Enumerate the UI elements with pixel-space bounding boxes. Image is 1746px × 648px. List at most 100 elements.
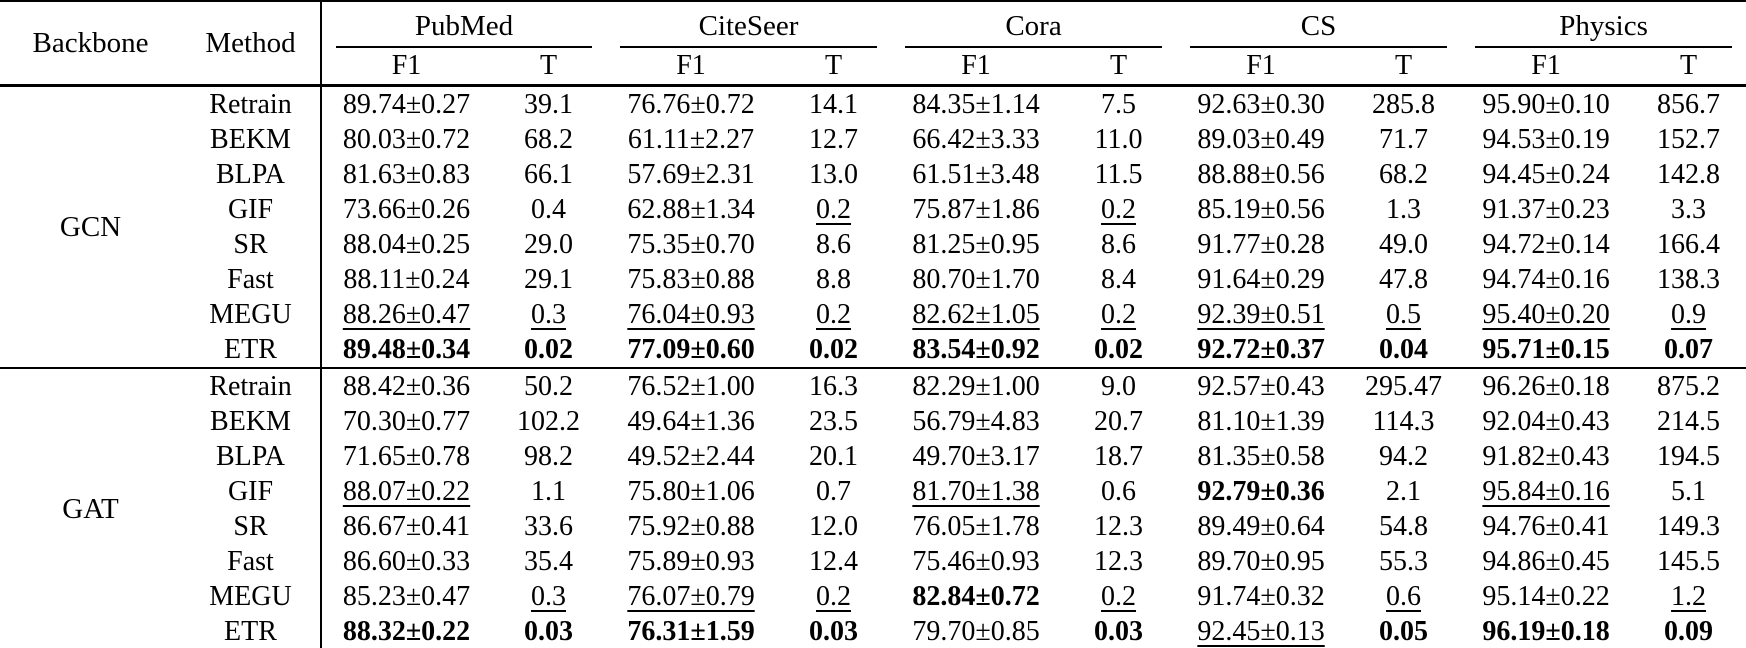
value-cell: 0.3 bbox=[531, 580, 566, 612]
group-label: Cora bbox=[1005, 10, 1062, 42]
value-cell: 295.47 bbox=[1346, 367, 1462, 404]
value-cell: 62.88±1.34 bbox=[627, 193, 755, 225]
value-cell: 94.2 bbox=[1379, 440, 1429, 472]
table-row: MEGU 85.23±0.47 0.3 76.07±0.79 0.2 82.84±0.72… bbox=[0, 579, 1746, 614]
value-cell: 33.6 bbox=[524, 510, 573, 542]
table-row: GAT Retrain 88.42±0.36 50.2 76.52±1.00 16.3 82… bbox=[0, 367, 1746, 648]
value-cell: 81.63±0.83 bbox=[342, 158, 471, 190]
value-cell: 61.11±2.27 bbox=[627, 123, 755, 155]
value-cell: 92.63±0.30 bbox=[1197, 88, 1325, 120]
cmidrule bbox=[905, 46, 1163, 48]
value-cell: 89.49±0.64 bbox=[1197, 510, 1325, 542]
value-cell: 1.2 bbox=[1671, 580, 1707, 612]
value-cell: 8.6 bbox=[1101, 228, 1137, 260]
header-row-datasets: Backbone Method PubMed CiteSeer Cora CS … bbox=[0, 1, 1746, 87]
table-row: SR 88.04±0.25 29.0 75.35±0.70 8.6 81.25±0.95 8… bbox=[0, 227, 1746, 262]
col-header-f1: F1 bbox=[321, 48, 491, 87]
value-cell: 88.32±0.22 bbox=[342, 615, 471, 647]
value-cell: 75.80±1.06 bbox=[627, 475, 755, 507]
method-cell: ETR bbox=[181, 614, 322, 648]
value-cell: 75.35±0.70 bbox=[627, 228, 755, 260]
col-header-t: T bbox=[1061, 48, 1177, 87]
value-cell: 84.35±1.14 bbox=[912, 88, 1040, 120]
value-cell: 49.70±3.17 bbox=[912, 440, 1040, 472]
value-cell: 76.05±1.78 bbox=[912, 510, 1040, 542]
value-cell: 76.04±0.93 bbox=[627, 298, 755, 330]
group-header-pubmed: PubMed bbox=[321, 1, 606, 48]
value-cell: 86.67±0.41 bbox=[342, 510, 471, 542]
value-cell: 23.5 bbox=[809, 405, 859, 437]
col-header-method: Method bbox=[181, 1, 322, 87]
value-cell: 61.51±3.48 bbox=[912, 158, 1040, 190]
value-cell: 856.7 bbox=[1657, 88, 1721, 120]
value-cell: 75.87±1.86 bbox=[912, 193, 1040, 225]
value-cell: 86.60±0.33 bbox=[342, 545, 471, 577]
value-cell: 8.6 bbox=[816, 228, 852, 260]
value-cell: 80.03±0.72 bbox=[342, 123, 471, 155]
value-cell: 94.74±0.16 bbox=[1482, 263, 1610, 295]
value-cell: 55.3 bbox=[1379, 545, 1429, 577]
group-label: Physics bbox=[1559, 10, 1648, 42]
value-cell: 0.7 bbox=[816, 475, 852, 507]
cmidrule bbox=[620, 46, 878, 48]
method-cell: GIF bbox=[181, 192, 322, 227]
value-cell: 91.64±0.29 bbox=[1197, 263, 1325, 295]
group-header-citeseer: CiteSeer bbox=[606, 1, 891, 48]
value-cell: 96.26±0.18 bbox=[1461, 367, 1632, 404]
value-cell: 94.53±0.19 bbox=[1482, 123, 1610, 155]
table-row: GIF 73.66±0.26 0.4 62.88±1.34 0.2 75.87±1.86 0… bbox=[0, 192, 1746, 227]
value-cell: 0.6 bbox=[1101, 475, 1137, 507]
col-header-backbone: Backbone bbox=[0, 1, 181, 87]
results-table-body: GCN Retrain 89.74±0.27 39.1 76.76±0.72 14.1 84… bbox=[0, 85, 1746, 648]
value-cell: 11.0 bbox=[1094, 123, 1143, 155]
value-cell: 49.52±2.44 bbox=[627, 440, 755, 472]
value-cell: 0.03 bbox=[809, 615, 859, 647]
value-cell: 0.02 bbox=[524, 333, 573, 365]
value-cell: 1.1 bbox=[531, 475, 566, 507]
group-header-cs: CS bbox=[1176, 1, 1461, 48]
group-header-physics: Physics bbox=[1461, 1, 1746, 48]
method-cell: BLPA bbox=[181, 157, 322, 192]
value-cell: 92.72±0.37 bbox=[1197, 333, 1325, 365]
value-cell: 0.02 bbox=[809, 333, 859, 365]
value-cell: 85.19±0.56 bbox=[1197, 193, 1325, 225]
table-row: GIF 88.07±0.22 1.1 75.80±1.06 0.7 81.70±1.38 0… bbox=[0, 474, 1746, 509]
group-label: PubMed bbox=[414, 10, 514, 42]
method-cell: ETR bbox=[181, 332, 322, 368]
method-cell: GIF bbox=[181, 474, 322, 509]
value-cell: 3.3 bbox=[1671, 193, 1707, 225]
value-cell: 11.5 bbox=[1094, 158, 1143, 190]
value-cell: 71.7 bbox=[1379, 123, 1429, 155]
value-cell: 89.03±0.49 bbox=[1197, 123, 1325, 155]
value-cell: 77.09±0.60 bbox=[627, 333, 755, 365]
table-row: Fast 86.60±0.33 35.4 75.89±0.93 12.4 75.46±0.… bbox=[0, 544, 1746, 579]
value-cell: 285.8 bbox=[1372, 88, 1436, 120]
value-cell: 81.25±0.95 bbox=[912, 228, 1040, 260]
value-cell: 0.05 bbox=[1379, 615, 1429, 647]
table-row: BLPA 81.63±0.83 66.1 57.69±2.31 13.0 61.51±3.… bbox=[0, 157, 1746, 192]
table-row: ETR 88.32±0.22 0.03 76.31±1.59 0.03 79.70±0.8… bbox=[0, 614, 1746, 648]
value-cell: 0.5 bbox=[1386, 298, 1422, 330]
value-cell: 88.11±0.24 bbox=[343, 263, 470, 295]
value-cell: 12.3 bbox=[1094, 510, 1144, 542]
value-cell: 89.48±0.34 bbox=[342, 333, 471, 365]
value-cell: 0.03 bbox=[1094, 615, 1144, 647]
value-cell: 94.86±0.45 bbox=[1482, 545, 1610, 577]
value-cell: 98.2 bbox=[524, 440, 573, 472]
value-cell: 76.31±1.59 bbox=[627, 615, 755, 647]
value-cell: 102.2 bbox=[517, 405, 580, 437]
value-cell: 12.3 bbox=[1094, 545, 1144, 577]
header-row-metrics: F1 T F1 T F1 T F1 T F1 T bbox=[0, 48, 1746, 87]
value-cell: 76.07±0.79 bbox=[627, 580, 755, 612]
value-cell: 89.74±0.27 bbox=[342, 88, 471, 120]
value-cell: 0.2 bbox=[816, 193, 852, 225]
value-cell: 81.35±0.58 bbox=[1197, 440, 1325, 472]
value-cell: 66.42±3.33 bbox=[912, 123, 1040, 155]
value-cell: 7.5 bbox=[1101, 88, 1137, 120]
cmidrule bbox=[1190, 46, 1448, 48]
backbone-cell: GCN bbox=[59, 210, 122, 243]
cmidrule bbox=[336, 46, 593, 48]
value-cell: 29.0 bbox=[524, 228, 573, 260]
value-cell: 142.8 bbox=[1657, 158, 1721, 190]
value-cell: 0.9 bbox=[1671, 298, 1707, 330]
